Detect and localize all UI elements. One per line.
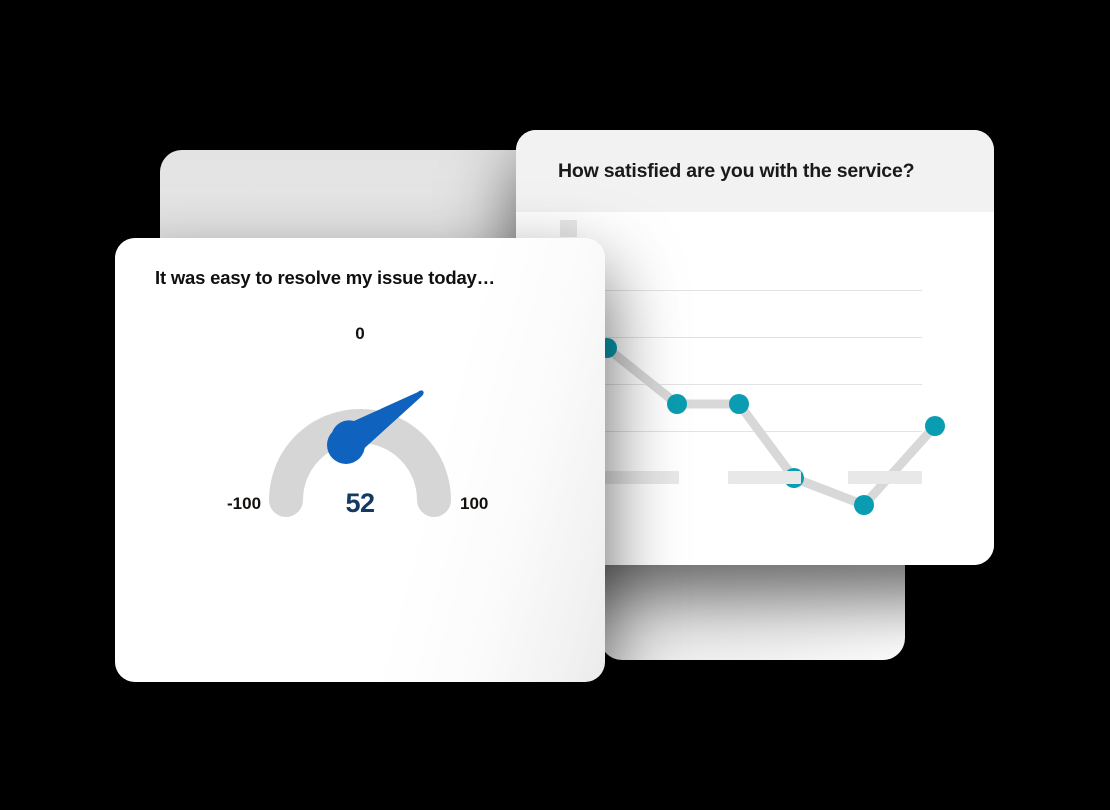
y-tick-placeholder bbox=[560, 220, 577, 237]
gridline bbox=[578, 431, 922, 432]
gauge-svg bbox=[269, 390, 451, 517]
chart-card-header: How satisfied are you with the service? bbox=[516, 130, 994, 212]
x-tick-placeholder bbox=[604, 471, 679, 484]
x-tick-placeholder bbox=[848, 471, 922, 484]
gauge-max-label: 100 bbox=[460, 494, 489, 513]
nps-gauge-card[interactable]: It was easy to resolve my issue today… 0… bbox=[115, 238, 605, 682]
line-series-path bbox=[602, 343, 940, 510]
gauge-needle bbox=[327, 390, 424, 464]
x-tick-placeholder bbox=[728, 471, 801, 484]
gridline bbox=[578, 384, 922, 385]
data-point bbox=[854, 495, 874, 515]
gauge-top-label: 0 bbox=[355, 324, 365, 343]
gauge-min-label: -100 bbox=[227, 494, 262, 513]
gauge-value-label: 52 bbox=[345, 488, 375, 518]
data-point bbox=[729, 394, 749, 414]
data-point bbox=[667, 394, 687, 414]
nps-card-title: It was easy to resolve my issue today… bbox=[155, 267, 495, 288]
gridline bbox=[578, 290, 922, 291]
chart-card-title: How satisfied are you with the service? bbox=[558, 159, 915, 182]
gauge-widget: 0 -100 100 52 bbox=[115, 308, 605, 518]
gridline bbox=[578, 337, 922, 338]
data-point bbox=[925, 416, 945, 436]
